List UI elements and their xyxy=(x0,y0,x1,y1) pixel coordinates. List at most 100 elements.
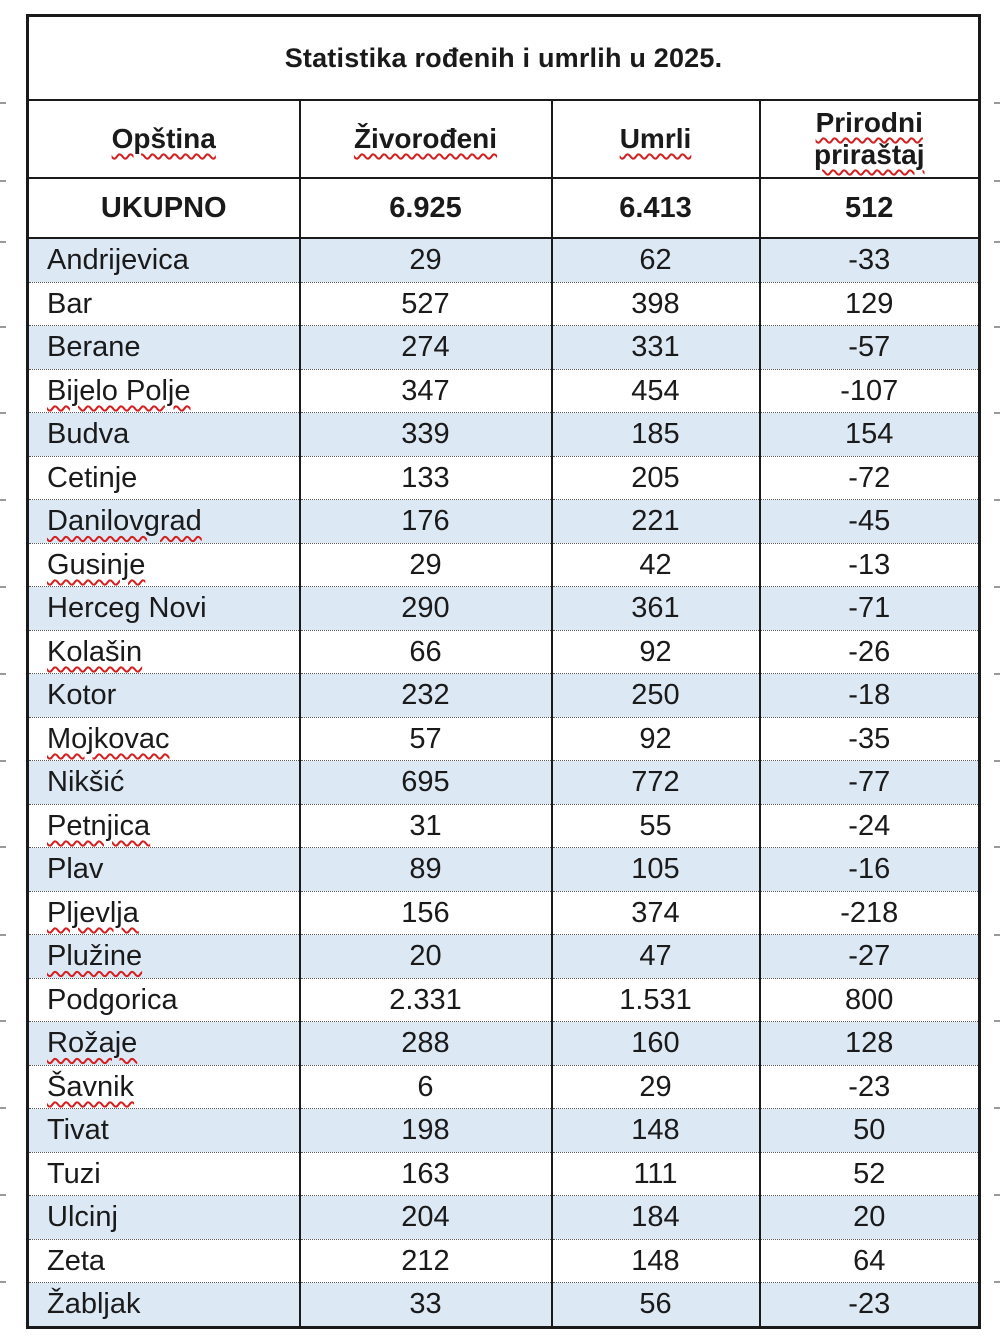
table-row: Tuzi 163 111 52 xyxy=(27,1152,980,1196)
table-row: Nikšić 695 772 -77 xyxy=(27,760,980,805)
edge-tick xyxy=(0,326,6,328)
edge-tick xyxy=(994,1020,1000,1022)
municipality-name: Zeta xyxy=(47,1244,106,1277)
deaths-cell: 29 xyxy=(551,1065,761,1109)
municipality-cell: Andrijevica xyxy=(27,238,301,283)
deaths-cell: 205 xyxy=(551,456,761,500)
edge-tick xyxy=(994,1107,1000,1109)
edge-tick xyxy=(994,180,1000,182)
edge-tick xyxy=(0,1020,6,1022)
municipality-cell: Plav xyxy=(27,847,301,892)
table-row: Mojkovac 57 92 -35 xyxy=(27,717,980,761)
municipality-name: Herceg Novi xyxy=(47,592,207,625)
total-died: 6.413 xyxy=(551,178,761,239)
total-row: UKUPNO 6.925 6.413 512 xyxy=(27,178,980,239)
edge-tick xyxy=(994,760,1000,762)
natural-growth-cell: -33 xyxy=(759,238,980,283)
edge-tick xyxy=(994,241,1000,243)
deaths-cell: 105 xyxy=(551,847,761,892)
total-born: 6.925 xyxy=(299,178,553,239)
natural-growth-cell: -23 xyxy=(759,1065,980,1109)
live-births-cell: 33 xyxy=(299,1282,553,1327)
header-municipality-label: Opština xyxy=(111,123,216,154)
edge-tick xyxy=(0,586,6,588)
title-row: Statistika rođenih i umrlih u 2025. xyxy=(27,15,980,101)
edge-tick xyxy=(994,673,1000,675)
municipality-name: Kolašin xyxy=(47,635,143,668)
live-births-cell: 163 xyxy=(299,1152,553,1196)
live-births-cell: 232 xyxy=(299,673,553,718)
municipality-cell: Šavnik xyxy=(27,1065,301,1109)
municipality-cell: Herceg Novi xyxy=(27,586,301,631)
municipality-cell: Ulcinj xyxy=(27,1195,301,1240)
edge-tick xyxy=(994,1281,1000,1283)
header-natural-growth: Prirodni priraštaj xyxy=(759,100,980,179)
header-deaths-label: Umrli xyxy=(619,123,692,154)
natural-growth-cell: 154 xyxy=(759,412,980,457)
municipality-name: Pljevlja xyxy=(47,896,139,929)
table-row: Petnjica 31 55 -24 xyxy=(27,804,980,848)
edge-tick xyxy=(994,1194,1000,1196)
table-title: Statistika rođenih i umrlih u 2025. xyxy=(27,15,980,101)
edge-tick xyxy=(994,934,1000,936)
live-births-cell: 29 xyxy=(299,543,553,587)
table-row: Bar 527 398 129 xyxy=(27,282,980,326)
table-row: Tivat 198 148 50 xyxy=(27,1108,980,1153)
municipality-name: Žabljak xyxy=(47,1288,141,1321)
table-row: Žabljak 33 56 -23 xyxy=(27,1282,980,1327)
page-edge-marks-left xyxy=(0,0,6,1337)
natural-growth-cell: 52 xyxy=(759,1152,980,1196)
table-row: Šavnik 6 29 -23 xyxy=(27,1065,980,1109)
municipality-cell: Gusinje xyxy=(27,543,301,587)
header-natural-growth-line2: priraštaj xyxy=(814,139,925,170)
natural-growth-cell: -26 xyxy=(759,630,980,674)
municipality-name: Ulcinj xyxy=(47,1201,118,1234)
edge-tick xyxy=(0,673,6,675)
deaths-cell: 184 xyxy=(551,1195,761,1240)
natural-growth-cell: -57 xyxy=(759,325,980,370)
natural-growth-cell: 129 xyxy=(759,282,980,326)
municipality-cell: Mojkovac xyxy=(27,717,301,761)
municipality-name: Kotor xyxy=(47,679,117,712)
live-births-cell: 20 xyxy=(299,934,553,979)
natural-growth-cell: -71 xyxy=(759,586,980,631)
municipality-cell: Budva xyxy=(27,412,301,457)
table-row: Gusinje 29 42 -13 xyxy=(27,543,980,587)
live-births-cell: 89 xyxy=(299,847,553,892)
municipality-cell: Plužine xyxy=(27,934,301,979)
table-row: Bijelo Polje 347 454 -107 xyxy=(27,369,980,413)
live-births-cell: 527 xyxy=(299,282,553,326)
municipality-name: Berane xyxy=(47,331,141,364)
natural-growth-cell: 20 xyxy=(759,1195,980,1240)
table-row: Berane 274 331 -57 xyxy=(27,325,980,370)
live-births-cell: 339 xyxy=(299,412,553,457)
municipality-cell: Tivat xyxy=(27,1108,301,1153)
table-row: Kotor 232 250 -18 xyxy=(27,673,980,718)
municipality-cell: Petnjica xyxy=(27,804,301,848)
municipality-cell: Kolašin xyxy=(27,630,301,674)
table-row: Zeta 212 148 64 xyxy=(27,1239,980,1283)
table-row: Ulcinj 204 184 20 xyxy=(27,1195,980,1240)
deaths-cell: 374 xyxy=(551,891,761,935)
municipality-cell: Žabljak xyxy=(27,1282,301,1327)
municipality-name: Cetinje xyxy=(47,461,138,494)
table-row: Rožaje 288 160 128 xyxy=(27,1021,980,1066)
live-births-cell: 2.331 xyxy=(299,978,553,1022)
municipality-name: Tivat xyxy=(47,1114,109,1147)
deaths-cell: 331 xyxy=(551,325,761,370)
deaths-cell: 92 xyxy=(551,630,761,674)
live-births-cell: 274 xyxy=(299,325,553,370)
natural-growth-cell: -24 xyxy=(759,804,980,848)
deaths-cell: 160 xyxy=(551,1021,761,1066)
natural-growth-cell: -35 xyxy=(759,717,980,761)
municipality-name: Budva xyxy=(47,418,130,451)
municipality-name: Bar xyxy=(47,287,93,320)
edge-tick xyxy=(994,846,1000,848)
edge-tick xyxy=(0,102,6,104)
natural-growth-cell: -27 xyxy=(759,934,980,979)
total-growth: 512 xyxy=(759,178,980,239)
municipality-name: Danilovgrad xyxy=(47,505,202,538)
live-births-cell: 57 xyxy=(299,717,553,761)
municipality-cell: Pljevlja xyxy=(27,891,301,935)
table-body: Andrijevica 29 62 -33 Bar 527 398 129 Berane 274 3… xyxy=(27,238,980,1327)
